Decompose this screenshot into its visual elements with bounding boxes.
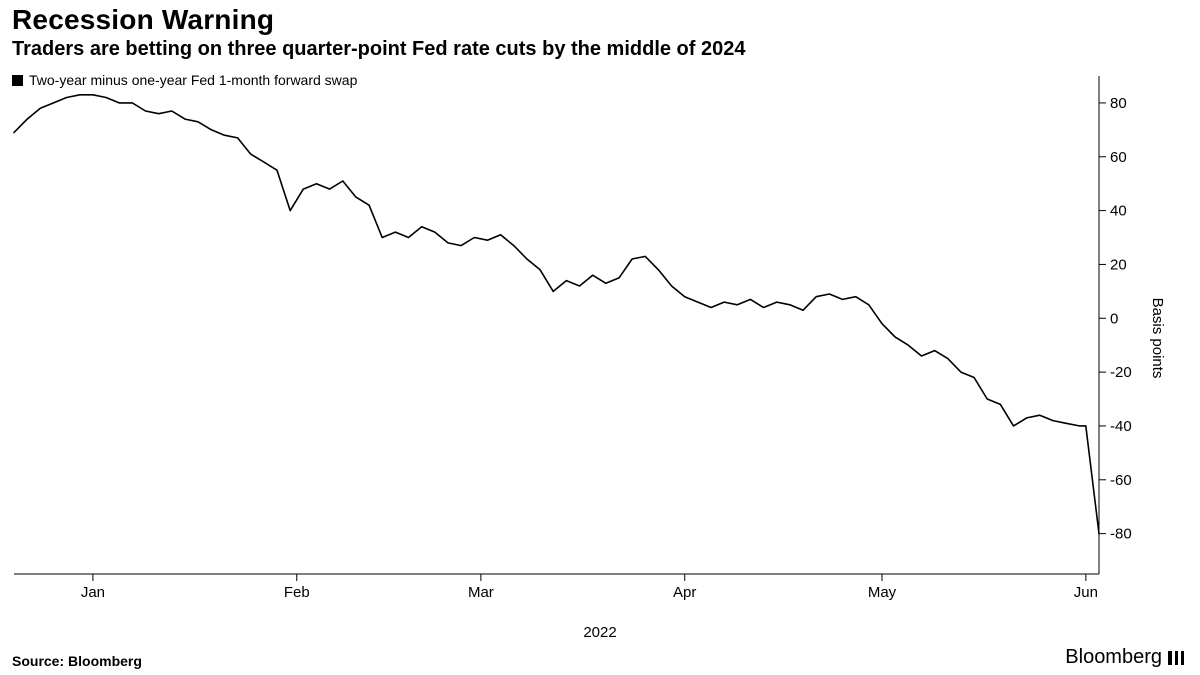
svg-text:20: 20	[1110, 256, 1127, 273]
svg-text:May: May	[868, 584, 897, 601]
svg-text:60: 60	[1110, 149, 1127, 166]
svg-text:0: 0	[1110, 310, 1118, 327]
svg-text:-20: -20	[1110, 364, 1132, 381]
chart-title: Recession Warning	[12, 4, 274, 36]
svg-text:-80: -80	[1110, 526, 1132, 543]
brand-text: Bloomberg	[1065, 646, 1162, 669]
chart-container: Recession Warning Traders are betting on…	[0, 0, 1200, 675]
bloomberg-icon	[1168, 651, 1184, 665]
chart-plot: -80 -60 -40 -20 0 20 40 60 80 Jan Feb Mar Apr May Jun	[12, 72, 1147, 602]
y-axis-title: Basis points	[1149, 297, 1166, 378]
svg-text:Mar: Mar	[468, 584, 494, 601]
svg-text:Apr: Apr	[673, 584, 696, 601]
svg-text:Feb: Feb	[284, 584, 310, 601]
svg-text:Jun: Jun	[1074, 584, 1098, 601]
svg-text:80: 80	[1110, 95, 1127, 112]
x-axis-title: 2022	[0, 624, 1200, 641]
brand-label: Bloomberg	[1065, 646, 1184, 669]
svg-text:40: 40	[1110, 203, 1127, 220]
svg-text:-40: -40	[1110, 418, 1132, 435]
svg-text:Jan: Jan	[81, 584, 105, 601]
source-attribution: Source: Bloomberg	[12, 653, 142, 669]
chart-subtitle: Traders are betting on three quarter-poi…	[12, 38, 746, 61]
svg-text:-60: -60	[1110, 472, 1132, 489]
